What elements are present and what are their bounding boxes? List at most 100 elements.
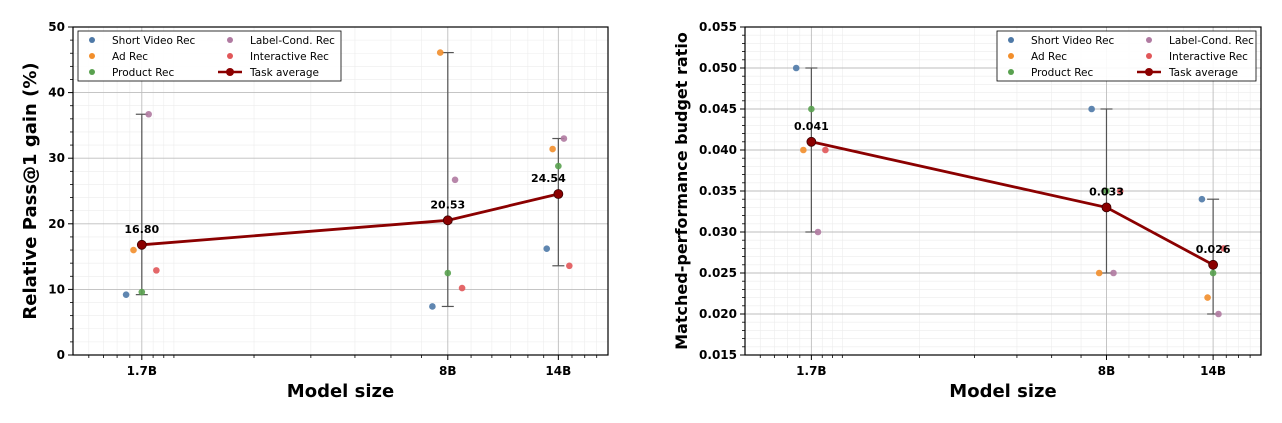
series-label-cond-rec — [814, 228, 1222, 318]
chart-2: 0.015 0.020 0.025 0.030 0.035 0.040 0.045 0.050… — [672, 20, 1262, 402]
series-ad-rec — [800, 146, 1211, 301]
x-tick-label: 8B — [1098, 364, 1116, 378]
y-tick-label: 40 — [48, 86, 65, 100]
data-point — [429, 303, 436, 310]
data-point — [800, 146, 807, 154]
y-tick-label: 0.025 — [699, 266, 737, 280]
legend-box — [77, 30, 342, 82]
legend-marker — [1146, 37, 1152, 43]
legend-label: Label-Cond. Rec — [1169, 35, 1254, 47]
series-product-rec — [808, 105, 1217, 277]
data-point — [560, 135, 568, 142]
x-axis: 1.7B 8B 14B — [759, 355, 1251, 378]
task-average-value-label: 0.026 — [1196, 243, 1231, 256]
legend-marker — [1008, 53, 1014, 59]
task-average-value-label: 0.033 — [1089, 185, 1124, 198]
x-tick-label: 14B — [1200, 364, 1226, 378]
data-point — [1220, 245, 1228, 252]
legend-label: Ad Rec — [112, 51, 148, 63]
task-average-value-label: 0.041 — [794, 120, 829, 133]
legend-marker — [1146, 53, 1152, 59]
y-axis: 0 10 20 30 40 50 — [48, 20, 73, 362]
data-point — [1095, 269, 1103, 277]
legend-marker — [1008, 69, 1014, 75]
legend-label: Product Rec — [112, 67, 174, 79]
task-average-value-label: 24.54 — [531, 172, 566, 185]
data-point — [1088, 105, 1095, 113]
legend-box — [996, 30, 1257, 82]
legend-marker — [89, 53, 95, 59]
task-average-value-label: 20.53 — [430, 198, 465, 211]
data-point — [1209, 269, 1217, 277]
grid-lines — [73, 26, 608, 356]
series-short-video-rec — [792, 64, 1206, 203]
legend-label: Short Video Rec — [112, 35, 196, 47]
legend-label: Task average — [1168, 67, 1238, 79]
x-tick-label: 1.7B — [796, 364, 826, 378]
data-point — [138, 288, 146, 296]
series-label-cond-rec — [145, 110, 568, 184]
task-average-point — [1208, 259, 1219, 270]
legend-label: Task average — [249, 67, 319, 79]
data-point — [451, 176, 459, 184]
y-tick-label: 0.040 — [699, 143, 737, 157]
task-average-value-label: 16.80 — [124, 223, 159, 236]
legend-label: Ad Rec — [1031, 51, 1067, 63]
data-point — [1110, 269, 1117, 277]
data-point — [543, 245, 551, 253]
legend-marker-task-average — [1145, 68, 1153, 76]
y-tick-label: 0.050 — [699, 61, 737, 75]
y-tick-label: 0.035 — [699, 184, 737, 198]
y-tick-label: 50 — [48, 20, 65, 34]
legend-marker-task-average — [226, 68, 234, 76]
legend-marker — [227, 37, 233, 43]
legend-label: Product Rec — [1031, 67, 1093, 79]
data-point — [458, 284, 466, 292]
legend-marker — [89, 69, 95, 75]
x-axis: 1.7B 8B 14B — [88, 355, 598, 378]
data-point — [549, 145, 556, 153]
data-point — [814, 228, 822, 236]
legend: Short Video Rec Ad Rec Product Rec Label-Co… — [996, 30, 1257, 82]
x-tick-label: 14B — [545, 364, 571, 378]
y-tick-label: 0.045 — [699, 102, 737, 116]
series-product-rec — [138, 162, 562, 296]
plot-frame — [72, 26, 609, 356]
data-point — [444, 269, 452, 277]
series-ad-rec — [130, 49, 556, 254]
y-tick-label: 0.055 — [699, 20, 737, 34]
y-axis-label: Matched-performance budget ratio — [672, 32, 691, 350]
series-short-video-rec — [122, 245, 551, 310]
y-axis: 0.015 0.020 0.025 0.030 0.035 0.040 0.045 0.050… — [699, 20, 745, 362]
data-point — [122, 291, 130, 298]
y-axis-label: Relative Pass@1 gain (%) — [20, 62, 41, 319]
legend-label: Interactive Rec — [250, 51, 329, 63]
data-point — [1103, 187, 1110, 195]
legend-label: Interactive Rec — [1169, 51, 1248, 63]
data-point — [1215, 310, 1222, 318]
y-tick-label: 30 — [48, 151, 65, 165]
data-point — [153, 267, 160, 274]
x-tick-label: 8B — [439, 364, 457, 378]
x-axis-label: Model size — [287, 381, 394, 402]
data-point — [822, 146, 829, 154]
task-average-point — [136, 239, 147, 250]
data-point — [145, 110, 152, 118]
task-average-point — [806, 136, 817, 147]
data-point — [555, 162, 562, 170]
task-average-point — [1101, 202, 1112, 213]
error-bars — [135, 51, 565, 308]
series-interactive-rec — [822, 146, 1228, 252]
legend: Short Video Rec Ad Rec Product Rec Label-Co… — [77, 30, 342, 82]
legend-label: Short Video Rec — [1031, 35, 1115, 47]
task-average-point — [442, 215, 453, 226]
x-tick-label: 1.7B — [127, 364, 157, 378]
data-point — [792, 64, 800, 72]
legend-marker — [89, 37, 95, 43]
data-point — [566, 262, 573, 270]
legend-marker — [227, 53, 233, 59]
y-tick-label: 0.020 — [699, 307, 737, 321]
data-point — [808, 105, 815, 113]
task-average-point — [553, 189, 564, 199]
